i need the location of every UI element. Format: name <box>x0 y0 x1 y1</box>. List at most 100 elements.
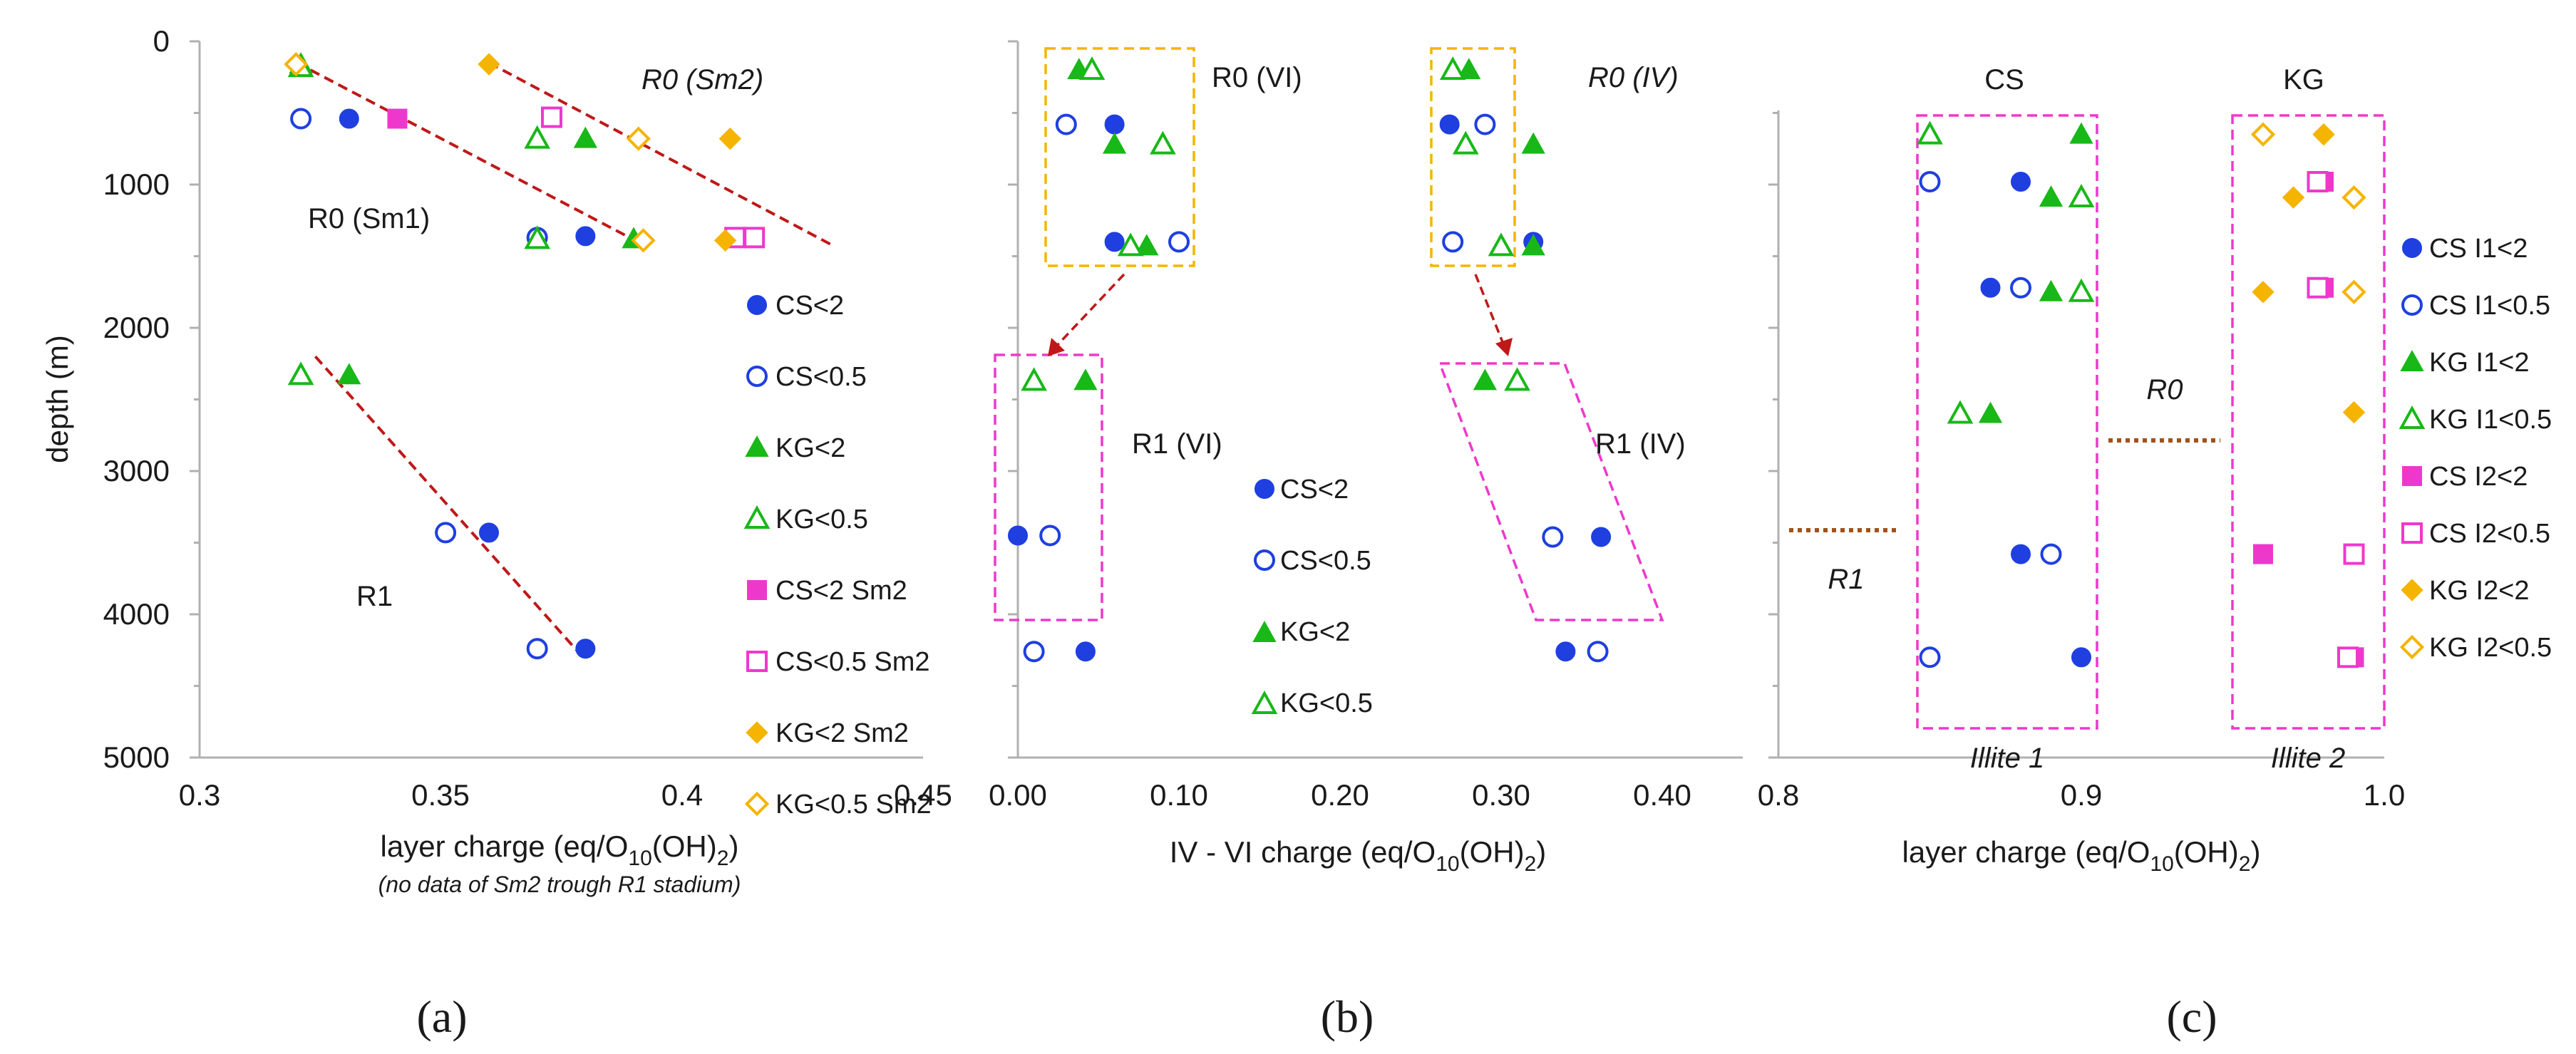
box-illite-1 <box>1916 114 2098 730</box>
point-cs-i1-2 <box>1980 277 2001 298</box>
panel-a-y-tick: 0 <box>153 24 170 58</box>
point-kg-2 <box>1135 234 1159 256</box>
point-cs-0-5 <box>1587 641 1609 663</box>
point-cs-0-5 <box>526 638 548 660</box>
point-kg-i2-2 <box>2342 401 2366 424</box>
legend-label: CS<2 <box>776 291 844 321</box>
legend-label: CS<2 Sm2 <box>776 576 907 606</box>
trend-line <box>314 355 587 661</box>
panel-b-x-tick: 0.20 <box>1311 778 1369 812</box>
legend-marker-shape <box>2402 238 2422 258</box>
point-cs-2-sm2 <box>387 108 408 129</box>
point-kg-2 <box>1457 58 1481 80</box>
legend-marker-shape <box>1254 549 1275 571</box>
point-kg-i1-0-5 <box>1947 400 1974 424</box>
point-cs-2 <box>1555 641 1576 662</box>
legend-marker <box>2402 238 2422 258</box>
trend-line <box>488 61 833 247</box>
annotation-r0-vi: R0 (VI) <box>1212 62 1302 93</box>
legend-marker-shape <box>743 505 771 529</box>
point-kg-0-5 <box>1117 232 1144 257</box>
point-kg-i1-2 <box>1978 401 2003 423</box>
legend-label: KG<2 <box>1280 617 1350 647</box>
arrow-vi <box>1052 273 1125 351</box>
point-kg-2 <box>1521 132 1545 154</box>
panel-a-y-tick: 2000 <box>103 311 170 344</box>
arrow-iv-head <box>1495 338 1513 356</box>
legend-marker <box>746 366 768 387</box>
point-cs-0-5 <box>1023 641 1045 663</box>
legend-marker-shape <box>747 580 767 600</box>
point-cs-2 <box>479 522 499 543</box>
panel-c-x-tick: 1.0 <box>2364 778 2405 812</box>
legend-label: KG I1<2 <box>2429 348 2529 378</box>
panel-b-x-tick: 0.40 <box>1633 778 1691 812</box>
annotation-illite-2: Illite 2 <box>2271 743 2346 774</box>
point-kg-0-5 <box>287 361 314 386</box>
point-cs-2 <box>1591 527 1612 547</box>
point-kg-0-5 <box>1150 130 1176 155</box>
legend-marker-shape <box>2401 294 2423 316</box>
legend-label: KG<0.5 <box>1280 688 1373 718</box>
box-r0-iv <box>1430 47 1516 267</box>
legend-marker-shape <box>744 791 770 817</box>
point-cs-i2-0-5 <box>2307 277 2329 299</box>
legend-marker-shape <box>745 435 769 457</box>
annotation-kg: KG <box>2283 64 2324 95</box>
panel-a-legend: CS<2 CS<0.5 KG<2 KG<0.5 CS<2 Sm2 CS<0.5 … <box>743 291 932 820</box>
panel-a: 0 1000 2000 3000 4000 5000 0.3 0.35 0.4 … <box>41 24 952 897</box>
legend-label: CS<0.5 Sm2 <box>776 647 930 677</box>
axis-ticks <box>1768 112 1778 759</box>
arrow-iv <box>1474 274 1505 346</box>
panel-a-x-tick: 0.3 <box>179 778 220 812</box>
point-cs-0-5-sm2 <box>743 227 766 249</box>
legend-marker <box>2401 579 2423 601</box>
point-cs-2 <box>1075 641 1096 662</box>
box-illite-2 <box>2231 114 2386 730</box>
point-kg-0-5 <box>1452 130 1479 155</box>
legend-label: KG I2<0.5 <box>2429 633 2552 663</box>
legend-label: CS I2<0.5 <box>2429 519 2550 549</box>
annotation-r1-c: R1 <box>1828 564 1864 595</box>
legend-marker-shape <box>746 366 768 387</box>
panel-b-x-tick: 0.30 <box>1472 778 1530 812</box>
arrow-vi-head <box>1048 338 1065 356</box>
annotation-r0: R0 <box>2146 374 2183 405</box>
legend-marker-shape <box>2399 634 2425 660</box>
legend-label: CS I1<2 <box>2429 234 2528 264</box>
point-kg-i2-0-5 <box>2250 122 2276 147</box>
legend-marker <box>2401 522 2423 544</box>
annotation-r1: R1 <box>356 581 393 612</box>
point-cs-0-5 <box>1055 113 1077 135</box>
box-r0-vi <box>1044 47 1195 267</box>
legend-marker-shape <box>2400 349 2424 371</box>
point-kg-0-5-sm2 <box>626 126 651 151</box>
panel-b: 0.00 0.10 0.20 0.30 0.40 IV - VI charge … <box>989 41 1743 876</box>
legend-label: KG<0.5 <box>776 505 868 534</box>
point-cs-i2-0-5 <box>2307 170 2329 192</box>
data-marks <box>190 40 2366 759</box>
legend-marker-shape <box>2401 579 2423 601</box>
point-kg-2-sm2 <box>478 53 500 76</box>
panel-a-x-tick: 0.35 <box>411 778 470 812</box>
point-kg-i2-2 <box>2282 186 2305 209</box>
point-kg-i1-0-5 <box>2068 184 2095 208</box>
annotation-cs: CS <box>1984 64 2024 95</box>
point-cs-0-5-sm2 <box>540 106 562 128</box>
legend-marker <box>2400 349 2424 371</box>
point-cs-2 <box>339 108 359 129</box>
legend-marker <box>2399 405 2426 429</box>
legend-label: CS I1<0.5 <box>2429 291 2550 321</box>
point-cs-0-5 <box>435 522 457 544</box>
point-cs-0-5 <box>1442 231 1464 253</box>
point-cs-2 <box>1104 232 1125 252</box>
legend-label: CS<0.5 <box>776 362 867 392</box>
annotation-r0-sm2: R0 (Sm2) <box>642 64 763 95</box>
point-kg-i2-2 <box>2312 123 2335 146</box>
point-kg-i2-0-5 <box>2341 279 2366 304</box>
legend-marker <box>2402 466 2422 486</box>
panel-a-x-tick: 0.45 <box>894 778 952 812</box>
point-cs-0-5 <box>290 108 312 130</box>
point-kg-i1-2 <box>2069 122 2093 144</box>
